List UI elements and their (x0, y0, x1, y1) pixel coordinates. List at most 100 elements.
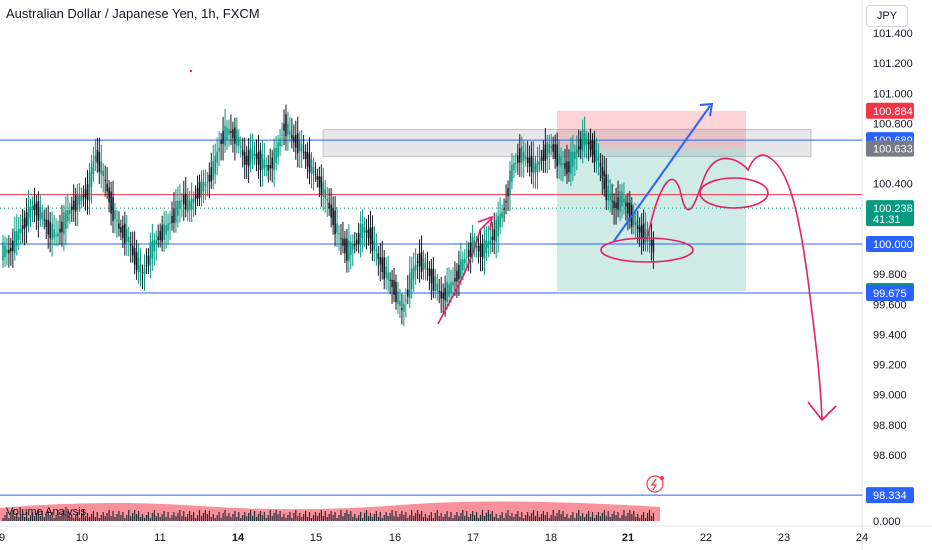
candle-body (25, 212, 28, 227)
volume-bar (273, 513, 275, 521)
candle-body (361, 223, 364, 239)
volume-bar (16, 513, 18, 521)
candle-body (122, 225, 124, 239)
volume-bar (240, 518, 242, 521)
candle-body (619, 191, 621, 212)
volume-indicator-label[interactable]: Volume Analysis (6, 506, 87, 518)
candle-body (167, 223, 169, 231)
drawn-up-arrow[interactable] (437, 215, 493, 325)
volume-bar (424, 514, 427, 521)
candle-body (241, 149, 244, 156)
volume-bar (167, 512, 169, 521)
volume-bar (485, 513, 487, 521)
candle-body (298, 138, 301, 152)
candle-body (147, 255, 150, 265)
candle-body (534, 163, 537, 173)
volume-bar (383, 515, 385, 521)
volume-bar (405, 512, 407, 521)
volume-bar (73, 518, 75, 521)
y-tick-label: 99.000 (873, 390, 907, 402)
volume-bar (299, 513, 301, 521)
volume-bar (358, 515, 360, 521)
candle-body (385, 266, 387, 278)
candle-body (414, 264, 417, 271)
drawn-circle-target[interactable] (699, 177, 769, 209)
volume-bar (360, 512, 362, 521)
volume-bar (18, 517, 20, 521)
volume-bar (128, 510, 130, 521)
price-tag[interactable] (866, 140, 914, 157)
volume-bar (238, 512, 240, 521)
y-tick-label: 98.800 (873, 420, 907, 432)
volume-bar (413, 516, 415, 521)
volume-bar (145, 515, 148, 521)
candle-body (568, 161, 570, 173)
drawn-projection-path[interactable] (647, 154, 823, 421)
candle-body (230, 130, 232, 133)
volume-bar (275, 510, 277, 521)
candle-body (558, 153, 560, 165)
y-tick-label: 99.800 (873, 269, 907, 281)
volume-bar (4, 515, 6, 521)
candle-body (524, 157, 527, 160)
volume-bar (627, 513, 629, 521)
volume-bar (491, 511, 493, 521)
volume-bar (155, 516, 157, 521)
volume-bar (75, 515, 77, 521)
candle-body (638, 227, 641, 233)
event-flash-icon[interactable] (646, 475, 664, 493)
candle-body (206, 181, 209, 183)
volume-bar (542, 511, 544, 521)
volume-bar (132, 513, 134, 521)
price-tag[interactable] (866, 200, 914, 227)
candle-body (591, 140, 594, 156)
candle-body (562, 163, 564, 165)
volume-bar (208, 511, 210, 521)
candle-body (129, 243, 132, 246)
candle-body (642, 223, 645, 244)
volume-bar (385, 512, 387, 521)
x-tick-label: 17 (467, 532, 479, 544)
candle-body (61, 221, 63, 233)
volume-bar (525, 515, 527, 521)
candle-body (192, 198, 195, 203)
candle-body (440, 291, 442, 299)
candle-body (100, 161, 103, 174)
volume-bar (330, 511, 332, 521)
volume-bar (401, 511, 403, 521)
price-tag[interactable] (866, 487, 914, 504)
candle-body (218, 147, 220, 152)
price-tag[interactable] (866, 284, 914, 301)
volume-bar (14, 516, 16, 521)
x-tick-label: 24 (856, 532, 868, 544)
volume-bar (430, 512, 432, 521)
price-tag-label: 99.675 (873, 288, 907, 300)
volume-bar (114, 517, 116, 521)
volume-bar (35, 513, 38, 521)
volume-bar (242, 515, 244, 521)
price-tag[interactable] (866, 102, 914, 119)
volume-bar (342, 516, 344, 521)
volume-bar (181, 516, 183, 521)
currency-button[interactable]: JPY (866, 5, 908, 27)
trend-arrow-line[interactable] (613, 105, 711, 242)
price-tag[interactable] (866, 236, 914, 252)
volume-bar (373, 514, 375, 521)
volume-bar (301, 517, 303, 521)
x-tick-label: 14 (232, 532, 245, 544)
candle-body (475, 245, 478, 248)
volume-bar (363, 513, 366, 521)
volume-bar (532, 510, 535, 521)
volume-bar (625, 516, 627, 521)
candle-body (108, 187, 110, 203)
volume-bar (193, 512, 195, 521)
volume-bar (120, 515, 122, 521)
drawn-circle-low[interactable] (600, 237, 694, 263)
volume-bar (578, 510, 580, 521)
candle-body (625, 202, 627, 207)
volume-bar (346, 510, 348, 521)
volume-bar (538, 517, 541, 521)
candle-body (432, 268, 435, 291)
candle-body (593, 140, 596, 163)
